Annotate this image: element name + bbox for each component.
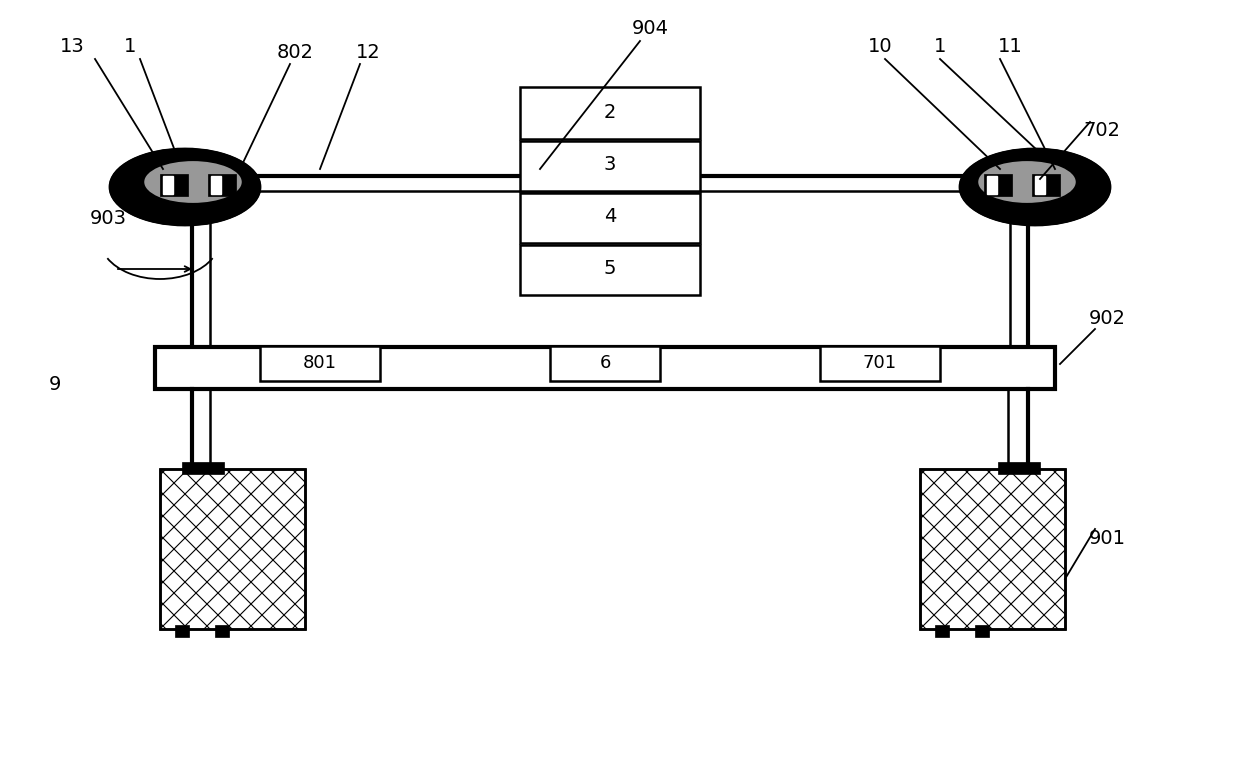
Text: 802: 802 [277,43,314,61]
Text: 904: 904 [631,20,668,39]
Bar [160,469,305,629]
Bar [175,625,188,637]
Ellipse shape [978,161,1076,203]
Bar [160,174,188,196]
Bar [215,625,229,637]
Text: 5: 5 [604,260,616,279]
Text: 12: 12 [356,43,381,61]
Bar [260,346,379,381]
Bar [161,470,304,628]
Text: 1: 1 [934,37,946,56]
Text: 9: 9 [48,374,61,393]
Bar [182,462,224,474]
Bar [1035,176,1045,194]
Ellipse shape [960,149,1110,225]
Bar [155,347,1055,389]
Text: 801: 801 [303,354,337,372]
Bar [935,625,949,637]
Bar [520,193,701,243]
Bar [520,87,701,139]
Text: 902: 902 [1089,310,1126,329]
Text: 901: 901 [1089,530,1126,549]
Bar [987,176,997,194]
Text: 1: 1 [124,37,136,56]
Text: 702: 702 [1084,121,1121,140]
Bar [162,176,174,194]
Bar [920,469,1065,629]
Text: 10: 10 [868,37,893,56]
Bar [520,141,701,191]
Bar [820,346,940,381]
Text: 4: 4 [604,207,616,226]
Bar [520,245,701,295]
Bar [921,470,1064,628]
Bar [975,625,990,637]
Bar [208,174,236,196]
Text: 6: 6 [599,354,610,372]
Ellipse shape [110,149,260,225]
Text: 3: 3 [604,156,616,175]
Text: 701: 701 [863,354,897,372]
Text: 13: 13 [60,37,84,56]
Bar [160,469,305,629]
Ellipse shape [144,161,242,203]
Bar [551,346,660,381]
Bar [1032,174,1060,196]
Text: 2: 2 [604,102,616,121]
Text: 11: 11 [998,37,1022,56]
Bar [211,176,221,194]
Text: 903: 903 [89,209,126,228]
Bar [998,462,1040,474]
Bar [985,174,1012,196]
FancyArrowPatch shape [118,266,190,272]
Bar [920,469,1065,629]
